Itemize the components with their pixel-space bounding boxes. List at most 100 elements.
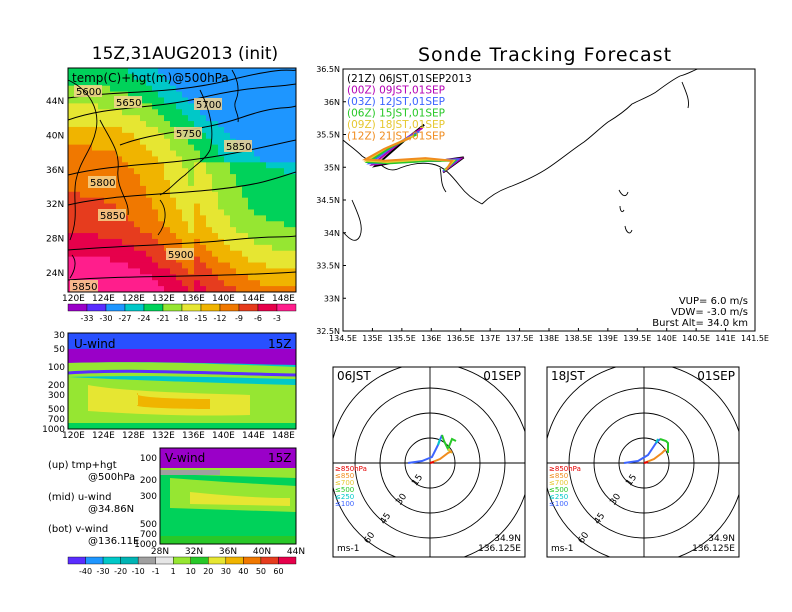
- v-y-tick: 300: [140, 492, 157, 502]
- colorbar-swatch: [260, 556, 279, 565]
- map-x-tick: 128E: [122, 294, 145, 304]
- colorbar-swatch: [143, 303, 164, 312]
- track-info-line: VDW= -3.0 m/s: [671, 307, 748, 318]
- colorbar-swatch: [67, 556, 86, 565]
- colorbar-swatch: [225, 556, 244, 565]
- contour-label: 5850: [100, 211, 125, 222]
- info-line: (bot) v-wind: [48, 524, 108, 535]
- map-label: temp(C)+hgt(m)@500hPa: [72, 71, 229, 85]
- colorbar-label: 60: [273, 567, 283, 576]
- colorbar-label: -27: [118, 314, 131, 323]
- v-x-tick: 40N: [253, 547, 271, 557]
- colorbar-swatch: [278, 556, 297, 565]
- u-x-tick: 120E: [62, 431, 85, 441]
- track-x-tick: 138E: [539, 334, 559, 343]
- colorbar-swatch: [257, 303, 278, 312]
- coastline: [68, 69, 239, 279]
- map-y-tick: 32N: [46, 200, 64, 210]
- colorbar-swatch: [238, 303, 259, 312]
- info-line: (mid) u-wind: [48, 492, 111, 503]
- u-x-tick: 140E: [212, 431, 235, 441]
- info-line: @34.86N: [88, 504, 134, 515]
- track-x-tick: 140.5E: [682, 334, 710, 343]
- track-x-tick: 138.5E: [564, 334, 592, 343]
- u-y-tick: 200: [48, 381, 65, 391]
- colorbar-swatch: [219, 303, 240, 312]
- contour-label: 5850: [226, 142, 251, 153]
- track-y-tick: 36N: [324, 98, 340, 107]
- right-title: Sonde Tracking Forecast: [417, 44, 673, 66]
- v-y-tick: 700: [140, 530, 157, 540]
- u-x-tick: 124E: [92, 431, 115, 441]
- hodo-trace: [429, 450, 453, 464]
- track-legend-entry: (21Z) 06JST,01SEP2013: [347, 73, 472, 85]
- hodo-date: 01SEP: [483, 369, 521, 383]
- colorbar-swatch: [85, 556, 104, 565]
- colorbar-swatch: [173, 556, 191, 565]
- map-x-tick: 144E: [242, 294, 265, 304]
- track-y-tick: 35.5N: [316, 131, 340, 140]
- v-y-tick: 1000: [134, 540, 157, 550]
- hodo-level-legend: ≤100: [549, 500, 568, 508]
- track-x-tick: 141.5E: [741, 334, 769, 343]
- colorbar-label: -30: [99, 314, 112, 323]
- track-x-tick: 135E: [362, 334, 382, 343]
- track-legend-entry: (00Z) 09JST,01SEP: [347, 85, 445, 97]
- colorbar-label: -3: [273, 314, 281, 323]
- colorbar-swatch: [102, 556, 121, 565]
- track-x-tick: 140E: [657, 334, 677, 343]
- map-x-tick: 120E: [62, 294, 85, 304]
- u-wind-time: 15Z: [268, 337, 292, 351]
- colorbar-swatch: [181, 303, 202, 312]
- info-line: (up) tmp+hgt: [48, 460, 117, 471]
- colorbar-swatch: [105, 303, 126, 312]
- hodo-lon: 136.125E: [692, 544, 735, 554]
- colorbar-label: 20: [203, 567, 213, 576]
- map-y-tick: 28N: [46, 235, 64, 245]
- colorbar-label: -6: [254, 314, 262, 323]
- v-x-tick: 28N: [151, 547, 169, 557]
- hodo-trace: [437, 438, 441, 446]
- hodo-level-legend: ≥850hPa: [549, 465, 581, 473]
- colorbar-label: -21: [156, 314, 169, 323]
- colorbar-label: 50: [256, 567, 266, 576]
- colorbar-swatch: [162, 303, 183, 312]
- track-legend-entry: (06Z) 15JST,01SEP: [347, 108, 445, 120]
- map-x-tick: 148E: [272, 294, 295, 304]
- colorbar-label: -9: [235, 314, 243, 323]
- hodo-unit: ms-1: [337, 544, 359, 554]
- hodo-level-legend: ≤500: [549, 486, 568, 494]
- contour-label: 5650: [116, 98, 141, 109]
- map-y-tick: 44N: [46, 97, 64, 107]
- colorbar-swatch: [243, 556, 262, 565]
- u-y-tick: 300: [48, 391, 65, 401]
- hodo-level-legend: ≥850hPa: [335, 465, 367, 473]
- u-y-tick: 30: [54, 331, 66, 341]
- hodo-trace: [643, 448, 667, 464]
- colorbar-label: -12: [213, 314, 226, 323]
- temp-hgt-map-panel: 5600 5650 5700 5750 5850 5800 5850 5900 5850 tem…: [46, 67, 297, 304]
- hodo-time: 18JST: [551, 369, 585, 383]
- track-x-tick: 139.5E: [623, 334, 651, 343]
- colorbar-label: 30: [221, 567, 231, 576]
- hodo-lon: 136.125E: [478, 544, 521, 554]
- map-x-tick: 136E: [182, 294, 205, 304]
- colorbar-label: -24: [137, 314, 150, 323]
- map-x-tick: 124E: [92, 294, 115, 304]
- height-contours: 5600 5650 5700 5750 5850 5800 5850 5900 5850: [68, 69, 296, 292]
- track-legend-entry: (03Z) 12JST,01SEP: [347, 96, 445, 108]
- track-y-tick: 34N: [324, 229, 340, 238]
- colorbar-label: -10: [132, 567, 145, 576]
- colorbar-label: -30: [97, 567, 110, 576]
- v-x-tick: 44N: [287, 547, 305, 557]
- track-y-tick: 36.5N: [316, 65, 340, 74]
- u-y-tick: 700: [48, 415, 65, 425]
- v-wind-panel: V-wind 15Z 28N 32N 36N 40N 44N 100 200 300 50070…: [134, 447, 305, 557]
- track-x-tick: 134.5E: [329, 334, 357, 343]
- colorbar-swatch: [67, 303, 88, 312]
- u-y-tick: 500: [48, 405, 65, 415]
- hodo-trace: [655, 438, 659, 444]
